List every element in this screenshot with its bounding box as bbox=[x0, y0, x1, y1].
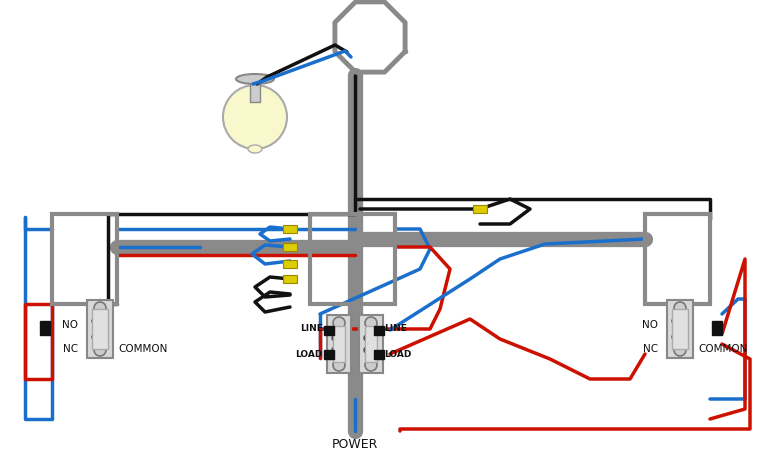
Bar bbox=[283, 244, 297, 251]
Text: LINE: LINE bbox=[384, 323, 407, 332]
Bar bbox=[40, 321, 50, 335]
Circle shape bbox=[333, 317, 345, 329]
Bar bbox=[52, 214, 117, 304]
Bar bbox=[283, 260, 297, 269]
Bar bbox=[333, 326, 345, 362]
Bar bbox=[359, 315, 383, 373]
Circle shape bbox=[333, 359, 345, 371]
Text: LOAD: LOAD bbox=[384, 349, 412, 358]
Circle shape bbox=[364, 335, 370, 341]
Circle shape bbox=[365, 317, 377, 329]
Bar bbox=[283, 275, 297, 283]
Bar bbox=[672, 309, 688, 349]
Bar bbox=[87, 300, 113, 358]
Bar bbox=[92, 309, 108, 349]
Text: POWER: POWER bbox=[332, 437, 378, 450]
Circle shape bbox=[674, 302, 686, 314]
Bar bbox=[374, 350, 384, 359]
Text: LINE: LINE bbox=[300, 323, 323, 332]
Circle shape bbox=[223, 86, 287, 150]
Circle shape bbox=[364, 347, 370, 353]
Text: COMMON: COMMON bbox=[118, 343, 167, 353]
Circle shape bbox=[332, 335, 338, 341]
Text: LOAD: LOAD bbox=[296, 349, 323, 358]
Circle shape bbox=[92, 319, 98, 324]
Bar bbox=[365, 326, 377, 362]
Text: NC: NC bbox=[643, 343, 658, 353]
Ellipse shape bbox=[248, 146, 262, 154]
Bar bbox=[310, 214, 395, 304]
Circle shape bbox=[332, 347, 338, 353]
Text: NC: NC bbox=[63, 343, 78, 353]
Bar bbox=[250, 85, 260, 103]
Bar bbox=[645, 214, 710, 304]
Circle shape bbox=[672, 334, 678, 340]
Text: NO: NO bbox=[642, 319, 658, 329]
Circle shape bbox=[94, 344, 106, 356]
Circle shape bbox=[672, 319, 678, 324]
Circle shape bbox=[94, 302, 106, 314]
Text: COMMON: COMMON bbox=[698, 343, 747, 353]
Circle shape bbox=[365, 359, 377, 371]
Bar bbox=[712, 321, 722, 335]
Bar bbox=[283, 225, 297, 233]
Text: NO: NO bbox=[62, 319, 78, 329]
Bar bbox=[324, 326, 334, 335]
Circle shape bbox=[674, 344, 686, 356]
Circle shape bbox=[92, 334, 98, 340]
Bar bbox=[327, 315, 351, 373]
Bar bbox=[324, 350, 334, 359]
Ellipse shape bbox=[236, 75, 274, 85]
Bar bbox=[473, 206, 487, 213]
Bar bbox=[374, 326, 384, 335]
Bar bbox=[667, 300, 693, 358]
